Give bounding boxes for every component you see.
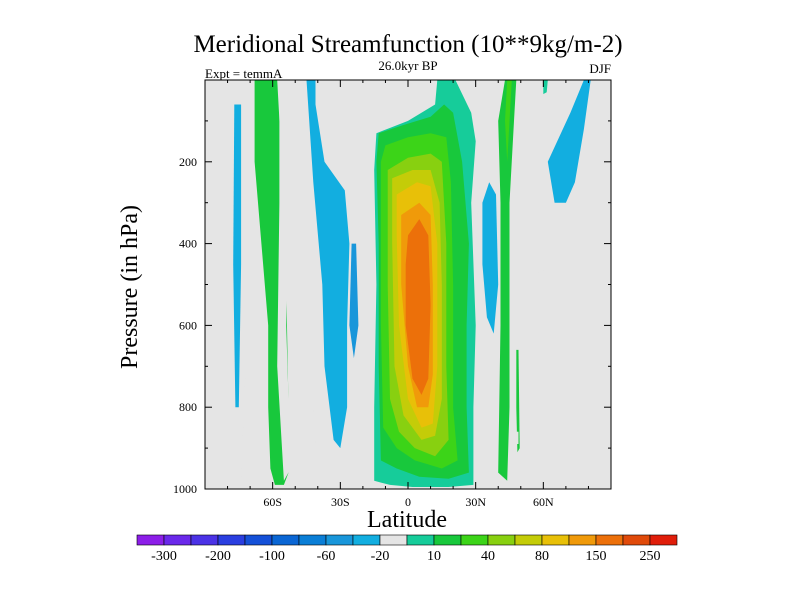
contour-region-south-polar-cell-inner <box>233 104 242 408</box>
y-tick-label: 400 <box>179 237 197 251</box>
contour-region-nh-negative-broad-core <box>547 80 591 203</box>
colorbar-label: -300 <box>151 549 177 564</box>
contour-fills <box>227 80 593 487</box>
y-tick-label: 600 <box>179 318 197 332</box>
colorbar-box <box>217 534 246 546</box>
contour-region-nh-midlat-positive-core <box>505 80 512 162</box>
contour-region-south-midlat-negative-core <box>306 80 350 449</box>
colorbar-box <box>514 534 543 546</box>
colorbar-box <box>271 534 300 546</box>
x-tick-label: 30N <box>465 495 486 509</box>
right-string: DJF <box>589 61 611 76</box>
contour-region-nh-positive-small <box>516 349 520 453</box>
colorbar-box <box>595 534 624 546</box>
colorbar-box <box>433 534 462 546</box>
colorbar-box <box>244 534 273 546</box>
colorbar-label: -20 <box>371 549 390 564</box>
colorbar-label: -200 <box>205 549 231 564</box>
y-tick-label: 1000 <box>173 482 197 496</box>
colorbar-box <box>352 534 381 546</box>
colorbar-box <box>298 534 327 546</box>
x-axis-ticks: 60S 30S 0 30N 60N <box>227 80 589 509</box>
colorbar-label: -100 <box>259 549 285 564</box>
center-string: 26.0kyr BP <box>378 58 437 73</box>
x-tick-label: 60S <box>263 495 282 509</box>
colorbar-box <box>325 534 354 546</box>
colorbar-label: 250 <box>640 549 661 564</box>
contour-region-hadley-cell-200 <box>405 219 431 395</box>
x-tick-label: 0 <box>405 495 411 509</box>
contour-region-nh-midlat-positive <box>498 80 517 481</box>
x-tick-label: 30S <box>331 495 350 509</box>
colorbar-label: -60 <box>317 549 336 564</box>
chart-title: Meridional Streamfunction (10**9kg/m-2) <box>193 31 622 58</box>
contour-region-nh-negative-tiny <box>516 431 519 444</box>
colorbar-box <box>568 534 597 546</box>
contour-region-nh-negative-cell-core <box>482 182 499 334</box>
colorbar-box <box>460 534 489 546</box>
colorbar-label: 80 <box>535 549 549 564</box>
colorbar-box <box>190 534 219 546</box>
colorbar-box <box>379 534 408 546</box>
colorbar-box <box>163 534 192 546</box>
colorbar-label: 10 <box>427 549 441 564</box>
y-tick-label: 800 <box>179 400 197 414</box>
colorbar-label: 40 <box>481 549 495 564</box>
left-string: Expt = temmA <box>205 66 283 81</box>
colorbar-box <box>541 534 570 546</box>
y-tick-label: 200 <box>179 155 197 169</box>
contour-region-equatorial-negative-tongue <box>401 80 415 105</box>
colorbar-label: 150 <box>586 549 607 564</box>
x-axis-title: Latitude <box>367 507 447 533</box>
contour-region-south-midlat-negative-core2 <box>349 243 359 359</box>
y-axis-title: Pressure (in hPa) <box>117 205 143 369</box>
colorbar-box <box>406 534 435 546</box>
colorbar-box <box>136 534 165 546</box>
colorbar-box <box>487 534 516 546</box>
y-axis-ticks: 200 400 600 800 1000 <box>173 120 611 496</box>
colorbar: -300 -200 -100 -60 -20 10 40 80 150 250 <box>136 534 678 564</box>
colorbar-box <box>649 534 678 546</box>
x-tick-label: 60N <box>533 495 554 509</box>
colorbar-box <box>622 534 651 546</box>
